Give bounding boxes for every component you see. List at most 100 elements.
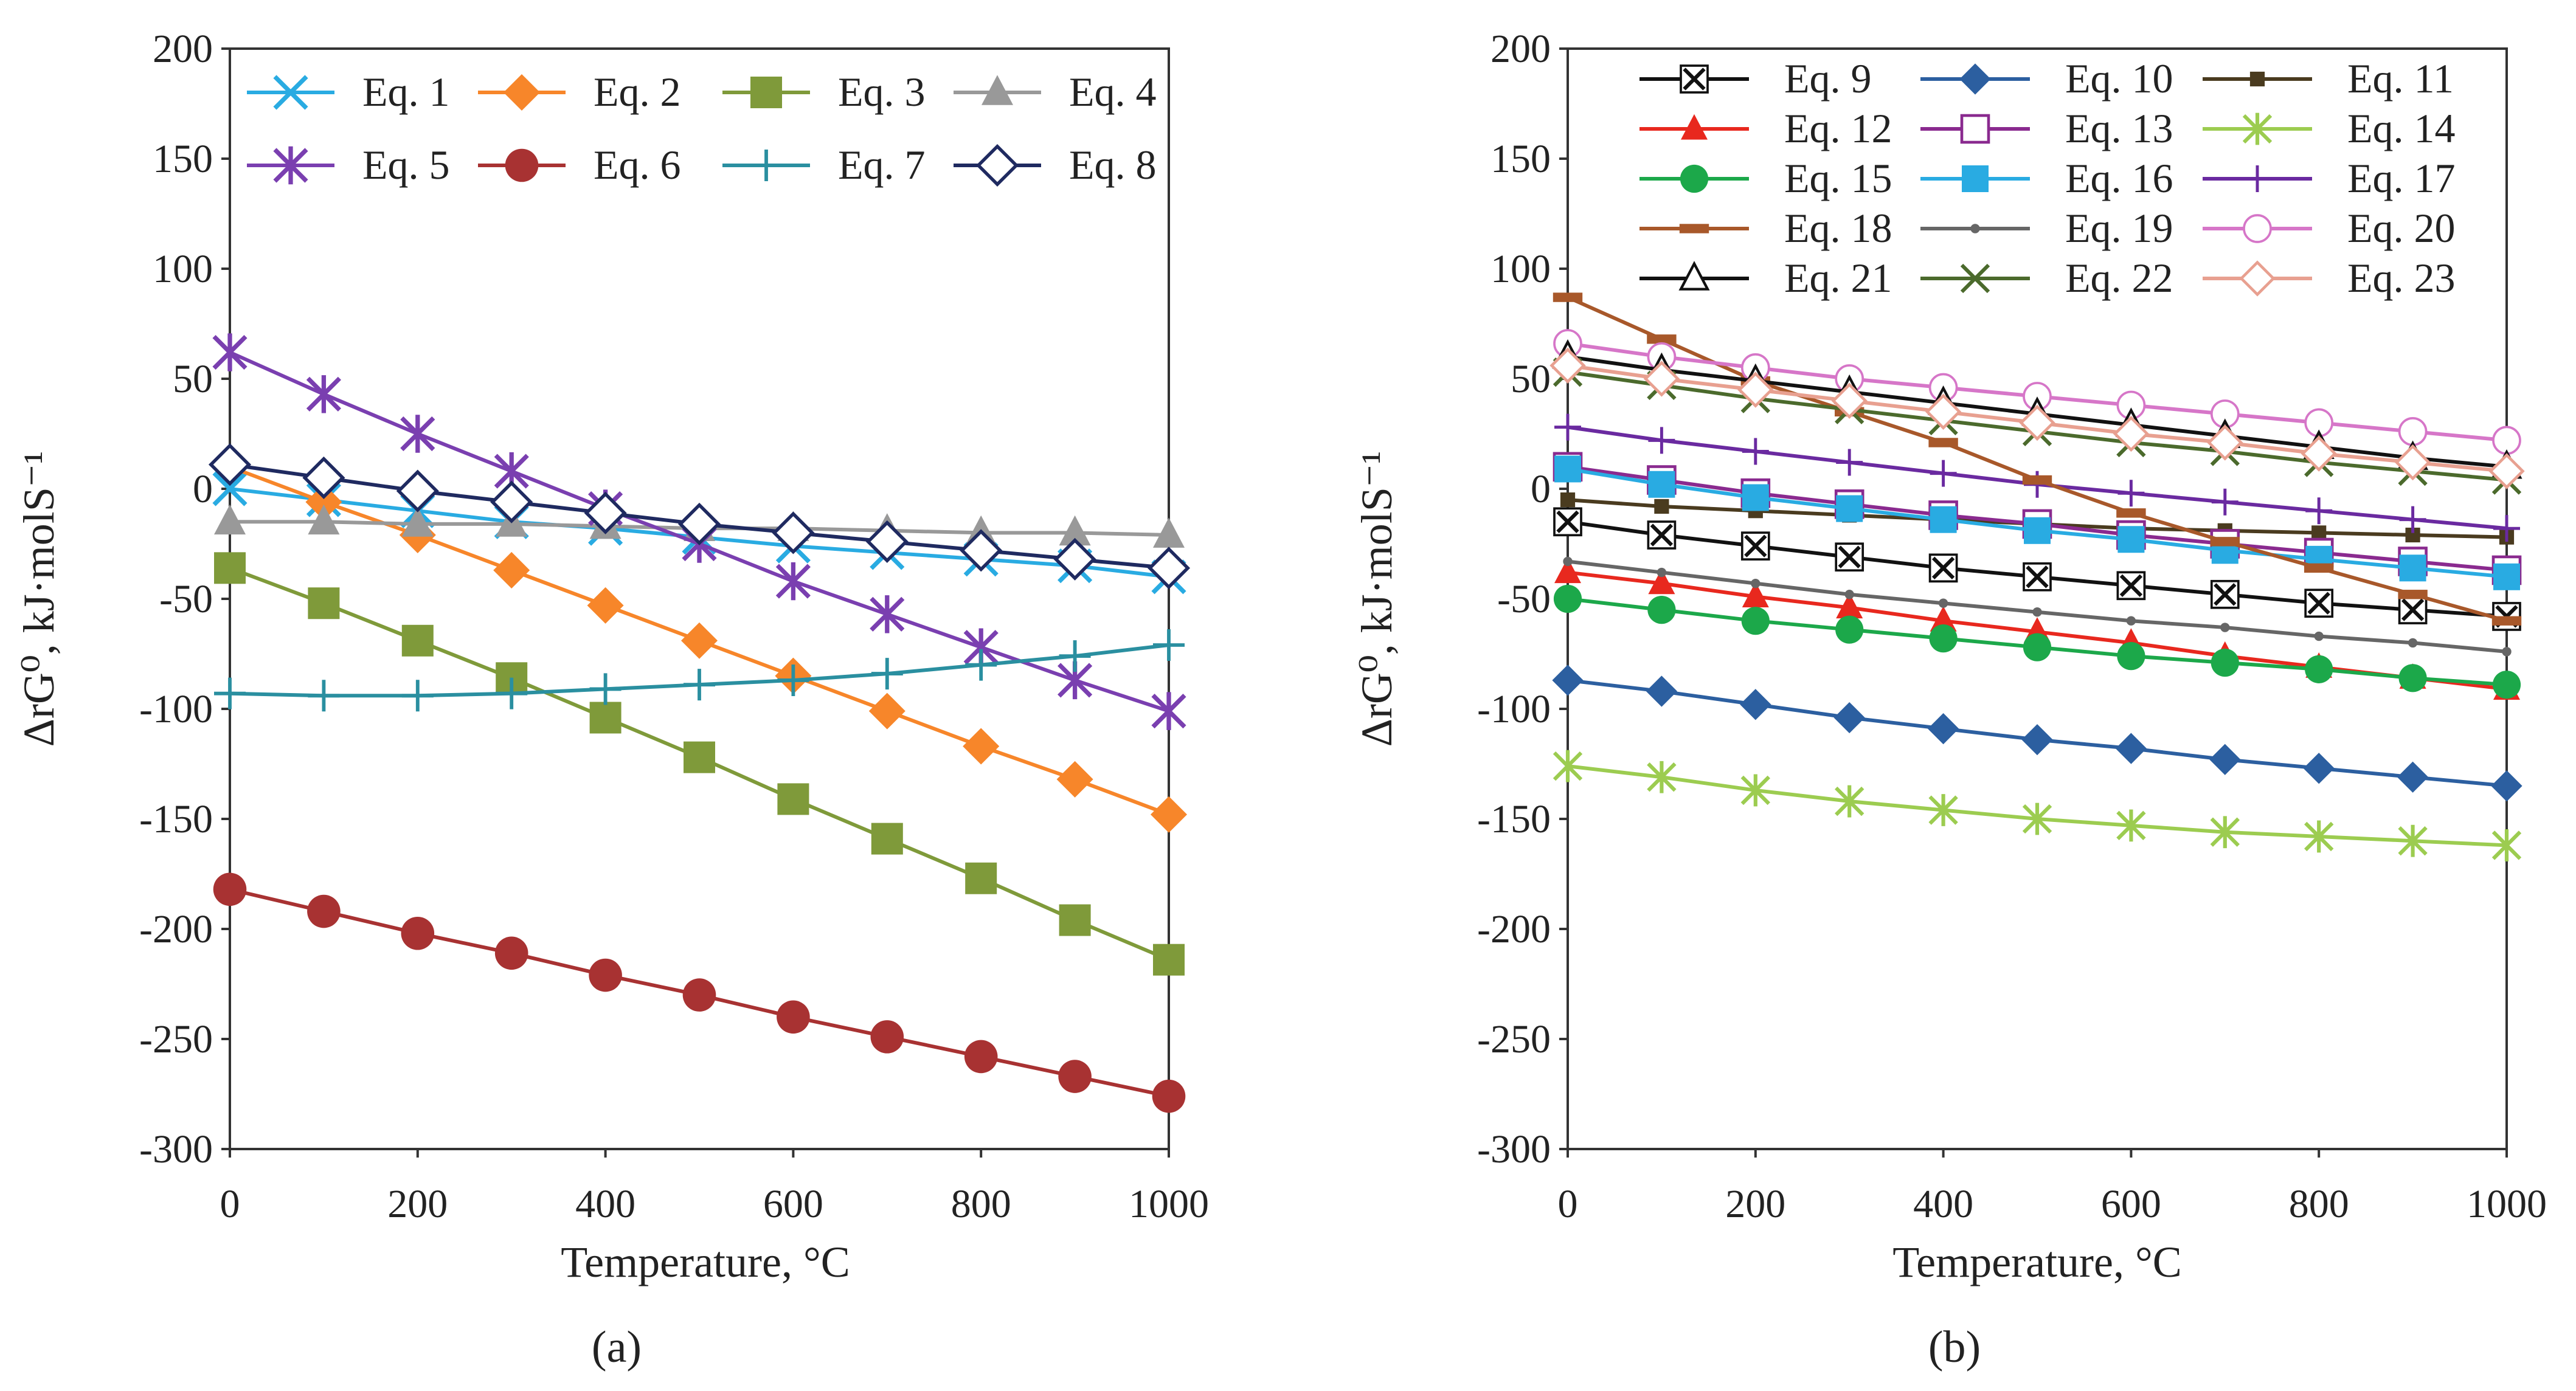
panel-b-series-eq-9 <box>1553 507 2521 631</box>
data-point-eq-10 <box>2115 733 2147 764</box>
marker-cross <box>1931 556 1955 579</box>
data-point-eq-23 <box>2488 453 2525 489</box>
marker-cross <box>2214 583 2237 606</box>
legend-marker <box>273 75 308 110</box>
legend-marker <box>2243 214 2272 243</box>
data-point-eq-6 <box>1058 1060 1092 1093</box>
data-point-eq-2 <box>587 587 624 624</box>
data-point-eq-14 <box>1740 774 1770 807</box>
data-point-eq-6 <box>682 978 716 1012</box>
legend-entry-eq-10: Eq. 10 <box>1920 55 2173 102</box>
data-point-eq-23 <box>1737 371 1774 408</box>
panel-a-series-eq-8 <box>208 443 1191 590</box>
legend-marker <box>2249 71 2265 87</box>
panel-b-y-tick-label: 0 <box>1531 467 1551 511</box>
panel-a-y-axis-label: ΔrG⁰, kJ·molS⁻¹ <box>15 451 63 747</box>
data-point-eq-17 <box>1930 460 1957 487</box>
data-point-eq-23 <box>1549 347 1586 384</box>
legend-marker <box>1680 64 1709 94</box>
data-point-eq-6 <box>401 916 435 950</box>
legend-marker <box>982 75 1013 105</box>
data-point-eq-5 <box>1151 692 1186 730</box>
panel-b-x-tick-label: 200 <box>1725 1182 1785 1226</box>
panel-b-y-axis-label: ΔrG⁰, kJ·molS⁻¹ <box>1352 451 1401 747</box>
panel-b-x-tick-label: 1000 <box>2467 1182 2547 1226</box>
legend-label: Eq. 13 <box>2065 105 2173 151</box>
panel-b-y-tick-label: -200 <box>1477 907 1551 951</box>
data-point-eq-12 <box>1836 593 1863 619</box>
data-point-eq-4 <box>1059 515 1091 546</box>
data-point-eq-12 <box>1742 582 1769 607</box>
legend-label: Eq. 16 <box>2065 155 2173 201</box>
data-point-eq-14 <box>1553 750 1583 782</box>
data-point-eq-14 <box>2022 802 2052 835</box>
panel-b-y-tick-label: -50 <box>1497 577 1551 621</box>
data-point-eq-14 <box>2304 820 2334 853</box>
data-point-eq-10 <box>2491 770 2522 802</box>
data-point-eq-16 <box>2117 526 2145 553</box>
data-point-eq-10 <box>1552 664 1584 696</box>
panel-b-series-eq-23 <box>1549 347 2525 489</box>
legend-label: Eq. 2 <box>594 69 681 115</box>
panel-a-y-tick-label: -50 <box>159 577 213 621</box>
data-point-eq-18 <box>1647 334 1677 344</box>
data-point-eq-17 <box>1836 449 1863 476</box>
legend-label: Eq. 5 <box>362 142 450 188</box>
legend-entry-eq-8: Eq. 8 <box>954 142 1157 188</box>
data-point-eq-6 <box>307 894 341 928</box>
marker-cross <box>2026 565 2049 588</box>
data-point-eq-6 <box>589 958 622 992</box>
panel-b-x-axis-label: Temperature, °C <box>1892 1238 2182 1286</box>
data-point-eq-15 <box>1741 607 1770 635</box>
legend-marker <box>975 143 1019 187</box>
data-point-eq-18 <box>1553 292 1583 302</box>
legend-entry-eq-7: Eq. 7 <box>722 142 926 188</box>
panel-a-panel-label: (a) <box>592 1322 642 1372</box>
data-point-eq-18 <box>2398 590 2428 599</box>
legend-entry-eq-1: Eq. 1 <box>247 69 450 115</box>
data-point-eq-5 <box>775 562 811 601</box>
data-point-eq-6 <box>777 1000 810 1034</box>
data-point-eq-8 <box>960 529 1003 572</box>
legend-label: Eq. 7 <box>838 142 926 188</box>
panel-a-y-tick-label: -150 <box>139 797 213 841</box>
legend-marker <box>2242 112 2273 145</box>
data-point-eq-7 <box>496 677 528 709</box>
data-point-eq-11 <box>2311 525 2327 540</box>
legend-marker <box>1970 224 1980 233</box>
marker-cross <box>1683 67 1706 91</box>
data-point-eq-14 <box>2398 824 2428 857</box>
marker-cross <box>2401 598 2425 621</box>
data-point-eq-18 <box>2210 537 2240 547</box>
data-point-eq-18 <box>1928 438 1958 447</box>
legend-label: Eq. 15 <box>1784 155 1892 201</box>
data-point-eq-3 <box>871 823 903 855</box>
legend-marker <box>1959 63 1991 95</box>
legend-label: Eq. 11 <box>2347 55 2454 102</box>
panel-b-y-tick-label: -100 <box>1477 687 1551 731</box>
legend-marker <box>2244 165 2271 192</box>
panel-a-series-eq-7 <box>214 629 1185 712</box>
legend-marker <box>1962 165 1989 192</box>
data-point-eq-23 <box>1925 393 1962 430</box>
panel-a-y-tick-label: 200 <box>153 27 213 71</box>
panel-a-x-tick-label: 1000 <box>1129 1182 1209 1226</box>
data-point-eq-23 <box>2394 444 2431 481</box>
data-point-eq-11 <box>1560 492 1576 508</box>
data-point-eq-12 <box>1930 606 1957 632</box>
data-point-eq-14 <box>1647 761 1677 793</box>
legend-label: Eq. 23 <box>2347 255 2456 301</box>
data-point-eq-6 <box>494 936 528 970</box>
data-point-eq-3 <box>684 741 715 773</box>
data-point-eq-5 <box>306 375 341 413</box>
data-point-eq-16 <box>2399 554 2426 582</box>
data-point-eq-15 <box>1835 615 1864 644</box>
panel-b-y-tick-label: 50 <box>1511 357 1551 401</box>
data-point-eq-2 <box>1056 761 1093 798</box>
panel-b-series-eq-15 <box>1553 584 2521 699</box>
data-point-eq-15 <box>1647 596 1676 624</box>
data-point-eq-18 <box>2304 563 2334 573</box>
data-point-eq-8 <box>1147 547 1191 590</box>
data-point-eq-17 <box>2493 515 2520 542</box>
